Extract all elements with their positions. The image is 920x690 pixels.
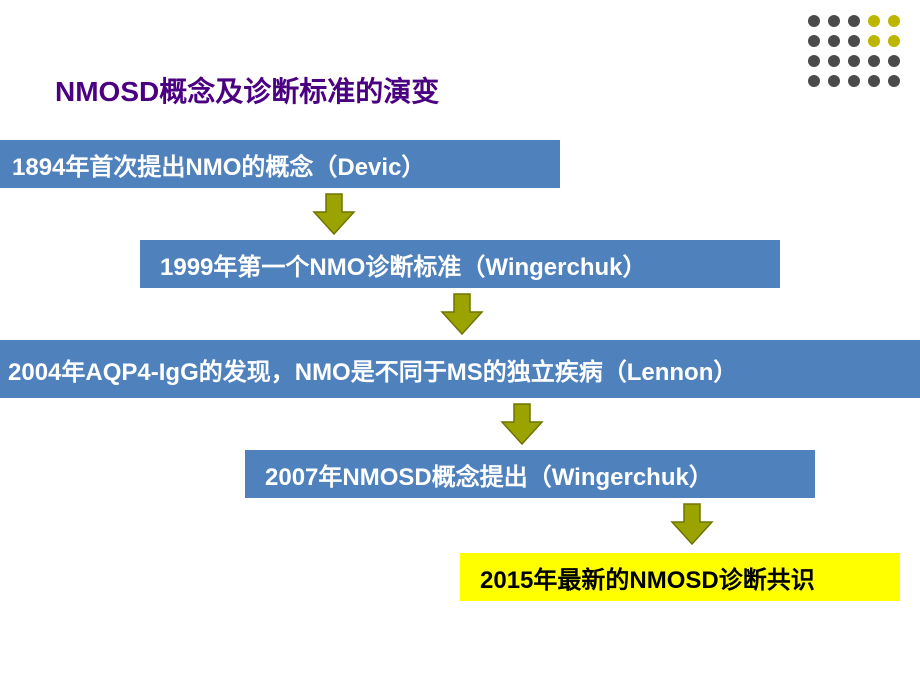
box5: 2015年最新的NMOSD诊断共识 <box>460 553 900 601</box>
box1: 1894年首次提出NMO的概念（Devic） <box>0 140 560 188</box>
decorative-dot <box>828 75 840 87</box>
decorative-dot <box>808 15 820 27</box>
decorative-dot <box>868 75 880 87</box>
decorative-dot <box>828 35 840 47</box>
decorative-dot <box>808 35 820 47</box>
decorative-dot <box>848 15 860 27</box>
decorative-dot <box>848 35 860 47</box>
box2: 1999年第一个NMO诊断标准（Wingerchuk） <box>140 240 780 288</box>
decorative-dot <box>828 15 840 27</box>
decorative-dot <box>888 75 900 87</box>
arrow2 <box>438 290 486 338</box>
box3: 2004年AQP4-IgG的发现，NMO是不同于MS的独立疾病（Lennon） <box>0 340 920 398</box>
arrow4 <box>668 500 716 548</box>
decorative-dot <box>888 55 900 67</box>
decorative-dot <box>868 35 880 47</box>
decorative-dot <box>808 75 820 87</box>
decorative-dot <box>868 15 880 27</box>
decorative-dot <box>888 35 900 47</box>
arrow1 <box>310 190 358 238</box>
box4: 2007年NMOSD概念提出（Wingerchuk） <box>245 450 815 498</box>
decorative-dot <box>848 75 860 87</box>
decorative-dot <box>808 55 820 67</box>
slide-title: NMOSD概念及诊断标准的演变 <box>55 70 439 110</box>
decorative-dots <box>808 15 900 95</box>
decorative-dot <box>888 15 900 27</box>
decorative-dot <box>828 55 840 67</box>
arrow3 <box>498 400 546 448</box>
decorative-dot <box>848 55 860 67</box>
decorative-dot <box>868 55 880 67</box>
